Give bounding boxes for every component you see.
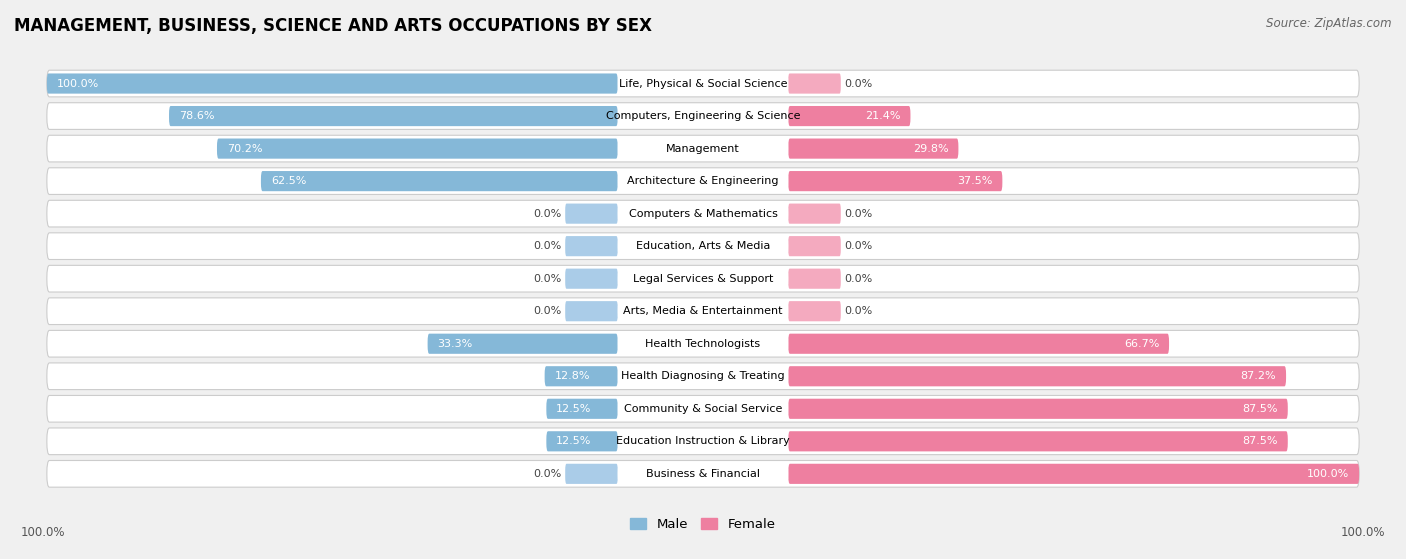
Text: 0.0%: 0.0% <box>844 306 872 316</box>
FancyBboxPatch shape <box>544 366 617 386</box>
Text: 0.0%: 0.0% <box>844 241 872 251</box>
FancyBboxPatch shape <box>46 395 1360 422</box>
Text: Health Diagnosing & Treating: Health Diagnosing & Treating <box>621 371 785 381</box>
Text: Architecture & Engineering: Architecture & Engineering <box>627 176 779 186</box>
FancyBboxPatch shape <box>789 171 1002 191</box>
FancyBboxPatch shape <box>565 236 617 256</box>
FancyBboxPatch shape <box>169 106 617 126</box>
FancyBboxPatch shape <box>617 236 789 256</box>
Text: 100.0%: 100.0% <box>56 79 98 88</box>
Text: Legal Services & Support: Legal Services & Support <box>633 274 773 283</box>
FancyBboxPatch shape <box>789 464 1360 484</box>
Text: Life, Physical & Social Science: Life, Physical & Social Science <box>619 79 787 88</box>
FancyBboxPatch shape <box>789 139 959 159</box>
Text: 78.6%: 78.6% <box>179 111 214 121</box>
Text: 12.8%: 12.8% <box>554 371 591 381</box>
FancyBboxPatch shape <box>46 330 1360 357</box>
FancyBboxPatch shape <box>427 334 617 354</box>
Text: Source: ZipAtlas.com: Source: ZipAtlas.com <box>1267 17 1392 30</box>
Text: 0.0%: 0.0% <box>534 306 562 316</box>
FancyBboxPatch shape <box>46 233 1360 259</box>
FancyBboxPatch shape <box>46 103 1360 129</box>
FancyBboxPatch shape <box>789 366 1286 386</box>
Text: Computers, Engineering & Science: Computers, Engineering & Science <box>606 111 800 121</box>
FancyBboxPatch shape <box>617 171 789 191</box>
FancyBboxPatch shape <box>617 269 789 289</box>
FancyBboxPatch shape <box>789 431 1288 451</box>
Text: 29.8%: 29.8% <box>912 144 949 154</box>
FancyBboxPatch shape <box>547 431 617 451</box>
FancyBboxPatch shape <box>46 428 1360 454</box>
FancyBboxPatch shape <box>46 266 1360 292</box>
FancyBboxPatch shape <box>789 73 841 93</box>
Text: 0.0%: 0.0% <box>534 241 562 251</box>
Text: Education Instruction & Library: Education Instruction & Library <box>616 437 790 446</box>
Text: Community & Social Service: Community & Social Service <box>624 404 782 414</box>
Text: 87.5%: 87.5% <box>1243 404 1278 414</box>
Text: 0.0%: 0.0% <box>534 274 562 283</box>
FancyBboxPatch shape <box>217 139 617 159</box>
Text: 0.0%: 0.0% <box>844 209 872 219</box>
Text: MANAGEMENT, BUSINESS, SCIENCE AND ARTS OCCUPATIONS BY SEX: MANAGEMENT, BUSINESS, SCIENCE AND ARTS O… <box>14 17 652 35</box>
FancyBboxPatch shape <box>46 70 1360 97</box>
Text: 100.0%: 100.0% <box>1340 527 1385 539</box>
FancyBboxPatch shape <box>46 363 1360 390</box>
Text: 100.0%: 100.0% <box>1308 469 1350 479</box>
Text: 66.7%: 66.7% <box>1123 339 1159 349</box>
FancyBboxPatch shape <box>617 301 789 321</box>
FancyBboxPatch shape <box>46 298 1360 325</box>
Text: 0.0%: 0.0% <box>844 274 872 283</box>
Text: 37.5%: 37.5% <box>957 176 993 186</box>
FancyBboxPatch shape <box>46 461 1360 487</box>
FancyBboxPatch shape <box>617 203 789 224</box>
FancyBboxPatch shape <box>617 399 789 419</box>
Text: 0.0%: 0.0% <box>534 209 562 219</box>
Text: Business & Financial: Business & Financial <box>645 469 761 479</box>
Text: 87.2%: 87.2% <box>1240 371 1277 381</box>
Text: 0.0%: 0.0% <box>534 469 562 479</box>
Text: 21.4%: 21.4% <box>865 111 901 121</box>
FancyBboxPatch shape <box>617 431 789 451</box>
Text: Computers & Mathematics: Computers & Mathematics <box>628 209 778 219</box>
FancyBboxPatch shape <box>789 203 841 224</box>
Text: 70.2%: 70.2% <box>226 144 263 154</box>
Text: Arts, Media & Entertainment: Arts, Media & Entertainment <box>623 306 783 316</box>
Text: 100.0%: 100.0% <box>21 527 66 539</box>
Text: 12.5%: 12.5% <box>557 404 592 414</box>
FancyBboxPatch shape <box>617 106 789 126</box>
FancyBboxPatch shape <box>46 168 1360 195</box>
FancyBboxPatch shape <box>789 269 841 289</box>
FancyBboxPatch shape <box>617 366 789 386</box>
Text: 12.5%: 12.5% <box>557 437 592 446</box>
FancyBboxPatch shape <box>547 399 617 419</box>
FancyBboxPatch shape <box>565 203 617 224</box>
FancyBboxPatch shape <box>565 269 617 289</box>
Text: Health Technologists: Health Technologists <box>645 339 761 349</box>
FancyBboxPatch shape <box>565 301 617 321</box>
FancyBboxPatch shape <box>617 464 789 484</box>
Text: 87.5%: 87.5% <box>1243 437 1278 446</box>
FancyBboxPatch shape <box>46 200 1360 227</box>
FancyBboxPatch shape <box>565 464 617 484</box>
Text: Education, Arts & Media: Education, Arts & Media <box>636 241 770 251</box>
FancyBboxPatch shape <box>789 301 841 321</box>
FancyBboxPatch shape <box>617 73 789 93</box>
FancyBboxPatch shape <box>789 236 841 256</box>
FancyBboxPatch shape <box>617 139 789 159</box>
FancyBboxPatch shape <box>789 399 1288 419</box>
Text: 62.5%: 62.5% <box>271 176 307 186</box>
Text: 33.3%: 33.3% <box>437 339 472 349</box>
Text: 0.0%: 0.0% <box>844 79 872 88</box>
FancyBboxPatch shape <box>789 334 1168 354</box>
FancyBboxPatch shape <box>46 135 1360 162</box>
FancyBboxPatch shape <box>46 73 617 93</box>
Legend: Male, Female: Male, Female <box>626 513 780 537</box>
FancyBboxPatch shape <box>262 171 617 191</box>
Text: Management: Management <box>666 144 740 154</box>
FancyBboxPatch shape <box>617 334 789 354</box>
FancyBboxPatch shape <box>789 106 911 126</box>
